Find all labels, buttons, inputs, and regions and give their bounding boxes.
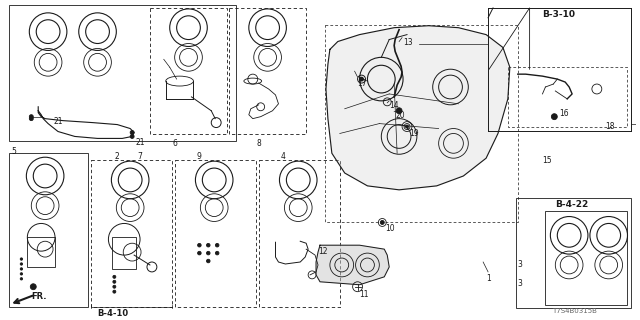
Bar [229, 8, 306, 134]
Text: 17: 17 [358, 79, 367, 88]
Text: 5: 5 [12, 147, 17, 156]
Circle shape [20, 273, 22, 275]
Polygon shape [326, 26, 510, 190]
Text: 2: 2 [115, 152, 119, 161]
Circle shape [130, 134, 134, 139]
Circle shape [207, 244, 210, 247]
Text: T7S4B0315B: T7S4B0315B [552, 308, 597, 315]
Bar [8, 5, 236, 141]
Text: 19: 19 [409, 129, 419, 138]
Bar [91, 160, 172, 307]
Text: B-3-10: B-3-10 [543, 10, 575, 19]
Text: 11: 11 [360, 290, 369, 299]
Text: 4: 4 [281, 152, 286, 161]
Circle shape [396, 108, 402, 114]
Text: 16: 16 [559, 109, 569, 118]
Bar [113, 237, 136, 269]
Text: 18: 18 [605, 122, 614, 131]
Circle shape [113, 290, 116, 293]
Bar [259, 160, 340, 307]
Text: B-4-10: B-4-10 [97, 309, 128, 318]
Text: 21: 21 [53, 117, 63, 126]
Text: 9: 9 [197, 152, 202, 161]
Text: 13: 13 [403, 37, 413, 47]
Circle shape [216, 244, 219, 247]
Circle shape [397, 109, 401, 112]
Circle shape [20, 278, 22, 280]
Bar [325, 25, 518, 222]
Circle shape [406, 125, 408, 128]
Text: B-4-22: B-4-22 [556, 200, 589, 209]
Bar [150, 8, 227, 134]
Circle shape [30, 284, 36, 290]
Text: 20: 20 [395, 111, 404, 120]
Text: 15: 15 [543, 156, 552, 165]
Circle shape [360, 78, 363, 81]
Circle shape [20, 258, 22, 260]
Circle shape [130, 131, 134, 134]
Bar [516, 198, 632, 308]
Circle shape [113, 280, 116, 283]
Circle shape [113, 275, 116, 278]
Circle shape [113, 285, 116, 288]
Circle shape [360, 77, 364, 81]
Text: 21: 21 [135, 139, 145, 148]
Circle shape [207, 259, 210, 263]
Text: 7: 7 [137, 152, 142, 161]
Text: 14: 14 [389, 101, 399, 110]
Circle shape [20, 268, 22, 270]
Text: 12: 12 [318, 247, 328, 256]
Text: 1: 1 [486, 274, 491, 283]
Text: 3: 3 [518, 279, 523, 288]
Circle shape [198, 244, 201, 247]
Bar [545, 211, 627, 305]
Bar [175, 160, 256, 307]
Text: 10: 10 [385, 224, 395, 233]
Bar [508, 67, 627, 126]
Circle shape [198, 251, 201, 255]
Bar [28, 237, 55, 267]
Text: 6: 6 [172, 140, 177, 148]
Text: 3: 3 [518, 260, 523, 269]
Circle shape [29, 115, 33, 119]
Circle shape [29, 117, 33, 121]
Circle shape [216, 251, 219, 255]
Circle shape [207, 251, 210, 255]
Circle shape [20, 263, 22, 265]
Text: FR.: FR. [31, 292, 47, 301]
Circle shape [380, 220, 384, 224]
Text: 8: 8 [257, 140, 261, 148]
Circle shape [552, 114, 557, 120]
Polygon shape [316, 245, 389, 285]
Bar [8, 153, 88, 307]
